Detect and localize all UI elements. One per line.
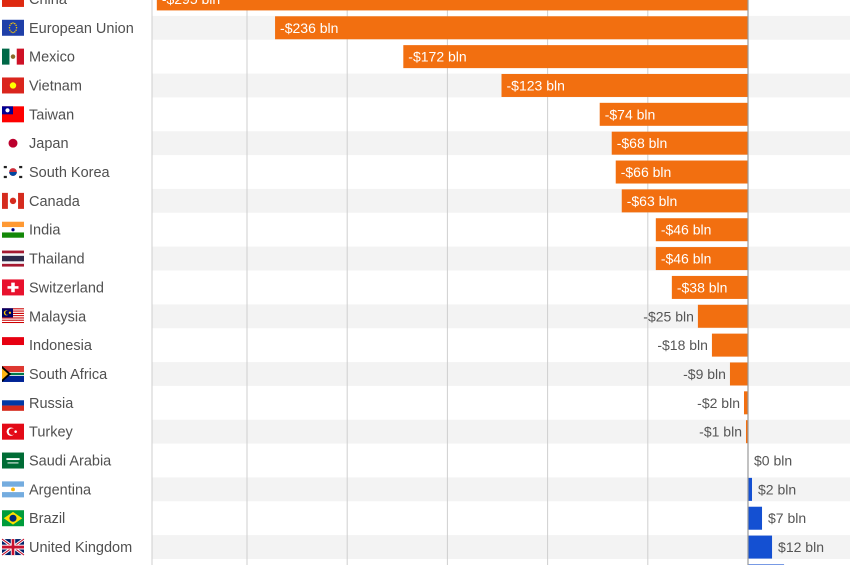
category-label-united-kingdom: United Kingdom <box>29 540 132 556</box>
thailand-flag-icon <box>2 250 24 267</box>
category-label-european-union: European Union <box>29 21 134 37</box>
row-band <box>152 419 850 444</box>
data-label-indonesia: -$18 bln <box>657 337 708 353</box>
data-label-european-union: -$236 bln <box>280 20 338 36</box>
row-band <box>152 477 850 502</box>
brazil-flag-icon <box>2 510 24 527</box>
argentina-flag-icon <box>2 481 24 498</box>
data-label-taiwan: -$74 bln <box>605 106 656 122</box>
bar-vietnam <box>501 73 748 97</box>
category-label-thailand: Thailand <box>29 252 85 268</box>
eu-flag-icon <box>2 19 24 36</box>
data-label-saudi-arabia: $0 bln <box>754 453 792 469</box>
data-label-malaysia: -$25 bln <box>643 308 694 324</box>
category-label-canada: Canada <box>29 194 81 210</box>
bar-turkey <box>745 420 748 444</box>
data-label-japan: -$68 bln <box>617 135 668 151</box>
bar-russia <box>743 391 748 415</box>
taiwan-flag-icon <box>2 106 24 123</box>
category-label-saudi-arabia: Saudi Arabia <box>29 454 112 470</box>
data-label-canada: -$63 bln <box>627 193 678 209</box>
category-label-india: India <box>29 223 61 239</box>
row-band <box>152 304 850 329</box>
bar-united-kingdom <box>748 535 773 559</box>
saudi-arabia-flag-icon <box>2 452 24 469</box>
bar-japan <box>611 131 748 155</box>
category-label-malaysia: Malaysia <box>29 309 87 325</box>
category-label-south-korea: South Korea <box>29 165 111 181</box>
category-label-russia: Russia <box>29 396 74 412</box>
uk-flag-icon <box>1 537 25 557</box>
category-label-turkey: Turkey <box>29 425 74 441</box>
switzerland-flag-icon <box>2 279 24 296</box>
mexico-flag-icon <box>2 48 24 65</box>
bar-canada <box>621 189 748 213</box>
bar-mexico <box>403 45 748 69</box>
data-label-thailand: -$46 bln <box>661 251 712 267</box>
category-label-switzerland: Switzerland <box>29 280 104 296</box>
bar-malaysia <box>697 304 748 328</box>
data-label-mexico: -$172 bln <box>408 49 466 65</box>
canada-flag-icon <box>2 192 24 209</box>
row-band <box>152 362 850 386</box>
data-label-united-kingdom: $12 bln <box>778 539 824 555</box>
russia-flag-icon <box>2 394 24 411</box>
data-label-south-africa: -$9 bln <box>683 366 726 382</box>
vietnam-flag-icon <box>2 77 24 94</box>
data-label-vietnam: -$123 bln <box>507 77 565 93</box>
category-label-brazil: Brazil <box>29 511 65 527</box>
data-label-switzerland: -$38 bln <box>677 279 728 295</box>
turkey-flag-icon <box>2 423 24 440</box>
category-label-vietnam: Vietnam <box>29 78 82 94</box>
bar-thailand <box>655 247 748 271</box>
south-africa-flag-icon <box>2 365 24 382</box>
category-label-china: China <box>29 0 68 8</box>
india-flag-icon <box>2 221 24 238</box>
bar-european-union <box>275 16 748 40</box>
bar-indonesia <box>711 333 748 357</box>
data-label-argentina: $2 bln <box>758 481 796 497</box>
category-label-taiwan: Taiwan <box>29 107 74 123</box>
data-label-south-korea: -$66 bln <box>621 164 672 180</box>
japan-flag-icon <box>2 135 24 152</box>
bar-brazil <box>748 506 763 530</box>
data-label-india: -$46 bln <box>661 222 712 238</box>
bar-china <box>156 0 748 11</box>
category-label-indonesia: Indonesia <box>29 338 93 354</box>
category-label-mexico: Mexico <box>29 50 75 66</box>
category-label-south-africa: South Africa <box>29 367 108 383</box>
bar-argentina <box>748 477 753 501</box>
bar-switzerland <box>671 275 748 299</box>
bar-taiwan <box>599 102 748 126</box>
bar-south-korea <box>615 160 748 184</box>
data-label-turkey: -$1 bln <box>699 424 742 440</box>
china-flag-icon <box>2 0 24 7</box>
indonesia-flag-icon <box>2 337 24 354</box>
south-korea-flag-icon <box>2 164 24 181</box>
category-label-argentina: Argentina <box>29 482 92 498</box>
bar-south-africa <box>729 362 748 386</box>
row-band <box>152 535 850 559</box>
category-label-japan: Japan <box>29 136 69 152</box>
data-label-china: -$295 bln <box>162 0 220 7</box>
data-label-russia: -$2 bln <box>697 395 740 411</box>
bar-india <box>655 218 748 242</box>
data-label-brazil: $7 bln <box>768 510 806 526</box>
malaysia-flag-icon <box>2 308 24 325</box>
